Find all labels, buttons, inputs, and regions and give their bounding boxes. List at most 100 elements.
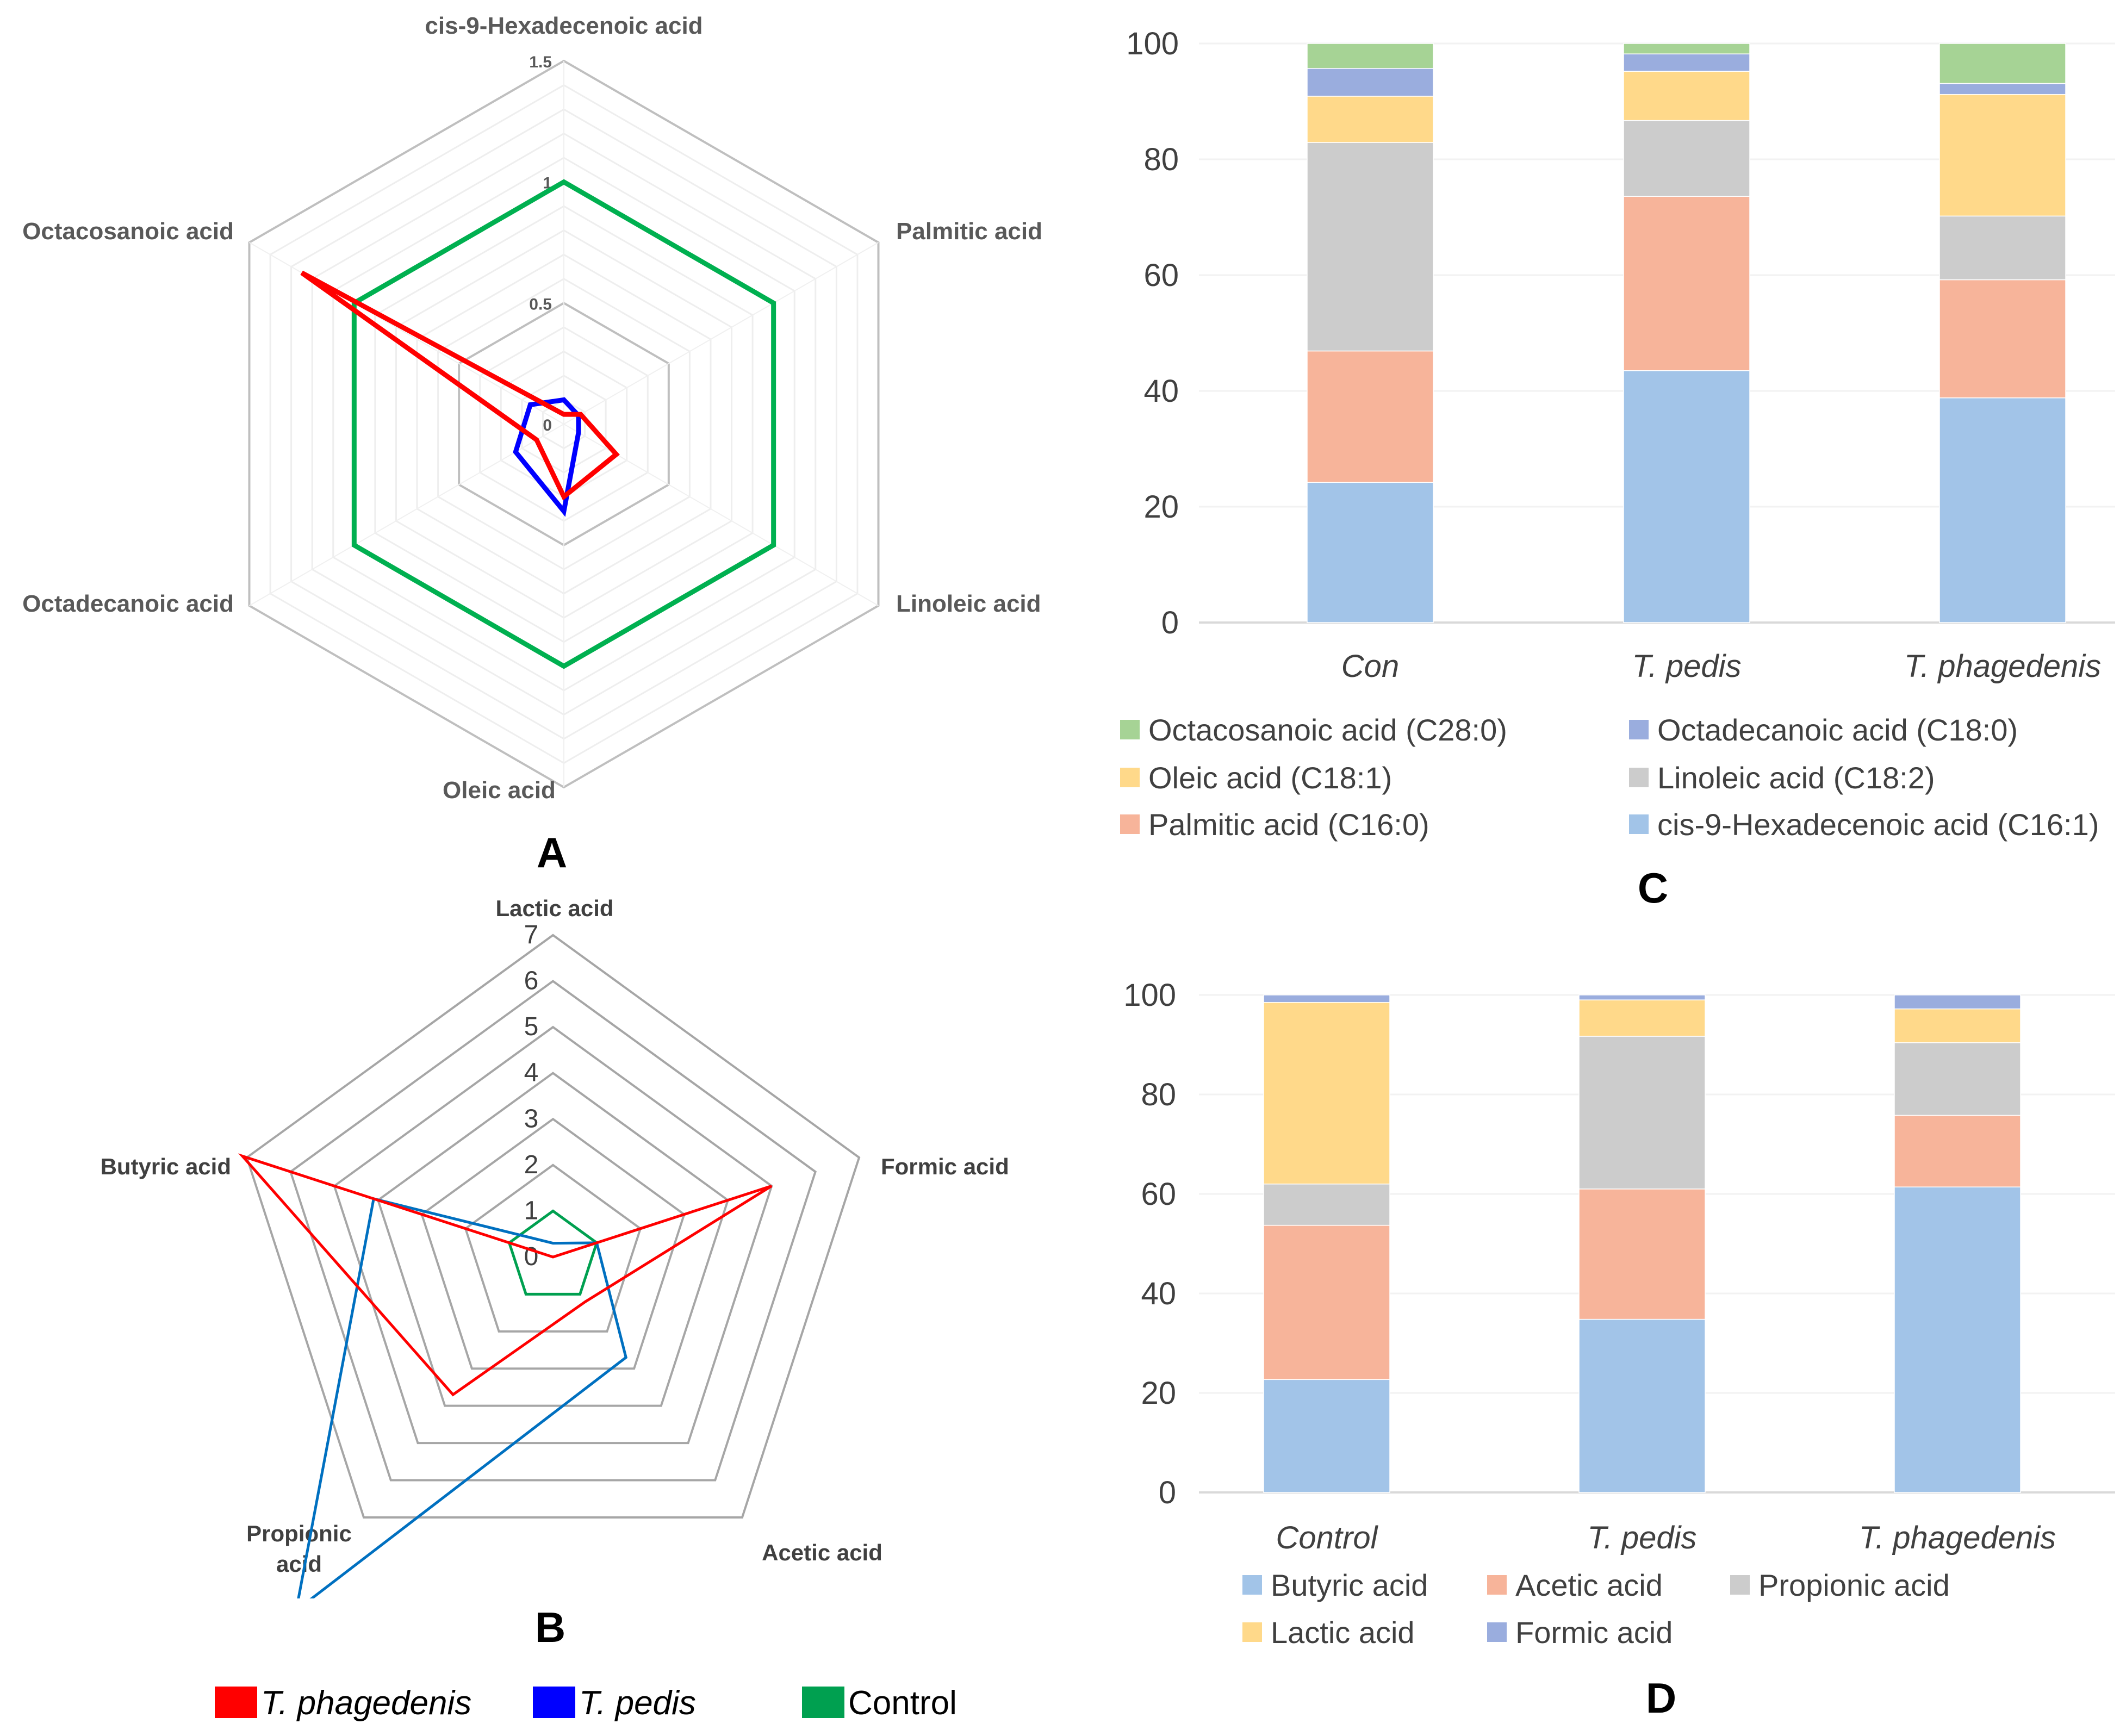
radar-b-axis-label-propionic-acid: Propionic acid — [246, 1521, 352, 1577]
bar-segment-t-phagedenis-formic-acid — [1894, 994, 2021, 1010]
x-tick-label-control: Control — [1276, 1520, 1379, 1555]
radar-a-spoke-1 — [563, 242, 879, 425]
legend-label-t-pedis: T. pedis — [579, 1684, 696, 1722]
radar-b-tick-label: 2 — [524, 1150, 539, 1179]
bar-segment-t-pedis-palmitic-acid-c16-0 — [1623, 196, 1750, 371]
legend-swatch-octadecanoic-acid-c18-0 — [1629, 720, 1649, 739]
bar-segment-t-pedis-cis-9-hexadecenoic-acid-c16-1 — [1623, 370, 1750, 623]
y-tick-label: 100 — [1123, 978, 1176, 1013]
radar-b-tick-label: 6 — [524, 967, 539, 995]
radar-a-series — [300, 179, 776, 669]
radar-b-tick-label: 1 — [524, 1196, 539, 1225]
legend-swatch-acetic-acid — [1487, 1575, 1507, 1595]
legend-swatch-t-phagedenis — [215, 1687, 257, 1718]
radar-b-axis-label-formic-acid: Formic acid — [881, 1154, 1009, 1179]
bar-segment-t-phagedenis-butyric-acid — [1894, 1186, 2021, 1493]
legend-label-formic-acid: Formic acid — [1515, 1615, 1673, 1650]
radar-b-gridline-7 — [245, 934, 861, 1519]
radar-b-gridline-6 — [289, 980, 817, 1482]
y-tick-label: 60 — [1143, 258, 1179, 293]
legend-label-oleic-acid-c18-1: Oleic acid (C18:1) — [1148, 761, 1392, 795]
radar-b-axis-labels: Lactic acid Formic acid Acetic acid Propion… — [101, 895, 1009, 1577]
bar-segment-con-cis-9-hexadecenoic-acid-c16-1 — [1307, 482, 1434, 623]
bar-segment-t-pedis-propionic-acid — [1578, 1036, 1706, 1190]
radar-b-tick-label: 7 — [524, 920, 539, 949]
bar-segment-con-octadecanoic-acid-c18-0 — [1307, 68, 1434, 97]
radar-b-gridline-5 — [333, 1025, 773, 1445]
legend-label-linoleic-acid-c18-2: Linoleic acid (C18:2) — [1657, 761, 1935, 795]
bar-segment-t-pedis-linoleic-acid-c18-2 — [1623, 120, 1750, 197]
radar-b-gridline-4 — [376, 1072, 730, 1407]
bar-c-x-labels: Con T. pedis T. phagedenis — [1341, 649, 2101, 684]
legend-swatch-propionic-acid — [1730, 1575, 1750, 1595]
legend-swatch-control — [802, 1687, 844, 1718]
radar-a-grid — [248, 59, 880, 789]
radar-b-tick-label: 4 — [524, 1059, 539, 1087]
radar-a-axis-label-cis-9-hexadecenoic-acid: cis-9-Hexadecenoic acid — [425, 13, 703, 39]
bar-segment-t-phagedenis-octadecanoic-acid-c18-0 — [1939, 83, 2066, 95]
y-tick-label: 40 — [1141, 1276, 1176, 1311]
radar-a-axis-label-octacosanoic-acid: Octacosanoic acid — [22, 218, 234, 245]
bar-segment-t-pedis-acetic-acid — [1578, 1189, 1706, 1320]
y-tick-label: 80 — [1143, 142, 1179, 177]
bar-segment-t-pedis-octadecanoic-acid-c18-0 — [1623, 53, 1750, 72]
radar-b-tick-label: 5 — [524, 1012, 539, 1041]
radar-b-ticks: 0 1 2 3 4 5 6 7 — [524, 920, 539, 1271]
bar-d-y-ticks: 0 20 40 60 80 100 — [1123, 978, 1176, 1510]
bar-d-legend: Butyric acid Acetic acid Propionic acid Lac… — [1242, 1568, 1950, 1650]
bar-segment-t-phagedenis-octacosanoic-acid-c28-0 — [1939, 43, 2066, 84]
radar-a-tick-label: 0.5 — [529, 295, 552, 313]
bar-segment-control-lactic-acid — [1263, 1001, 1390, 1185]
radar-a-ticks: 00.511.5 — [529, 53, 552, 434]
panel-label-c: C — [1638, 864, 1668, 912]
radar-chart-b: 0 1 2 3 4 5 6 7 Lactic acid Formic acid Acetic ac… — [101, 895, 1009, 1598]
y-tick-label: 0 — [1161, 605, 1179, 640]
radar-b-grid — [245, 934, 861, 1519]
radar-b-axis-label-line: acid — [276, 1551, 322, 1577]
radar-a-axis-label-octadecanoic-acid: Octadecanoic acid — [22, 590, 234, 617]
legend-swatch-palmitic-acid-c16-0 — [1120, 814, 1140, 834]
panel-label-a: A — [537, 829, 567, 876]
bar-segment-con-linoleic-acid-c18-2 — [1307, 142, 1434, 352]
legend-swatch-t-pedis — [533, 1687, 575, 1718]
legend-swatch-butyric-acid — [1242, 1575, 1262, 1595]
bar-c-y-ticks: 0 20 40 60 80 100 — [1126, 26, 1179, 640]
y-tick-label: 100 — [1126, 26, 1179, 61]
x-tick-label-t-pedis: T. pedis — [1632, 649, 1742, 684]
panel-label-d: D — [1646, 1674, 1676, 1722]
radar-b-axis-label-butyric-acid: Butyric acid — [101, 1154, 231, 1179]
bar-segment-t-phagedenis-acetic-acid — [1894, 1115, 2021, 1187]
x-tick-label-con: Con — [1341, 649, 1399, 684]
x-tick-label-t-phagedenis: T. phagedenis — [1904, 649, 2101, 684]
bar-segment-control-acetic-acid — [1263, 1224, 1390, 1380]
y-tick-label: 20 — [1141, 1376, 1176, 1411]
legend-label-butyric-acid: Butyric acid — [1271, 1568, 1428, 1602]
y-tick-label: 60 — [1141, 1177, 1176, 1212]
radar-a-tick-label: 0 — [543, 416, 552, 434]
legend-label-propionic-acid: Propionic acid — [1758, 1568, 1950, 1602]
legend-label-control: Control — [848, 1684, 957, 1722]
legend-label-t-phagedenis: T. phagedenis — [261, 1684, 471, 1722]
legend-label-octacosanoic-acid-c28-0: Octacosanoic acid (C28:0) — [1148, 713, 1507, 747]
bar-segment-t-phagedenis-lactic-acid — [1894, 1008, 2021, 1043]
bar-segment-t-pedis-octacosanoic-acid-c28-0 — [1623, 43, 1750, 54]
legend-label-lactic-acid: Lactic acid — [1271, 1615, 1415, 1650]
bar-segment-t-pedis-oleic-acid-c18-1 — [1623, 71, 1750, 121]
radar-b-axis-label-acetic-acid: Acetic acid — [762, 1540, 882, 1565]
legend-label-acetic-acid: Acetic acid — [1515, 1568, 1663, 1602]
legend-label-palmitic-acid-c16-0: Palmitic acid (C16:0) — [1148, 807, 1429, 842]
legend-swatch-cis-9-hexadecenoic-acid-c16-1 — [1629, 814, 1649, 834]
y-tick-label: 20 — [1143, 489, 1179, 525]
legend-swatch-formic-acid — [1487, 1622, 1507, 1642]
legend-label-octadecanoic-acid-c18-0: Octadecanoic acid (C18:0) — [1657, 713, 2018, 747]
y-tick-label: 80 — [1141, 1077, 1176, 1112]
radar-a-tick-label: 1.5 — [529, 53, 552, 71]
panel-label-b: B — [535, 1603, 565, 1651]
radar-b-axis-label-lactic-acid: Lactic acid — [495, 895, 613, 921]
radar-b-tick-label: 3 — [524, 1104, 539, 1133]
bar-segment-t-phagedenis-cis-9-hexadecenoic-acid-c16-1 — [1939, 397, 2066, 623]
bar-segment-con-oleic-acid-c18-1 — [1307, 96, 1434, 143]
radar-a-series-t-phagedenis — [300, 270, 620, 501]
x-tick-label-t-pedis: T. pedis — [1588, 1520, 1697, 1555]
